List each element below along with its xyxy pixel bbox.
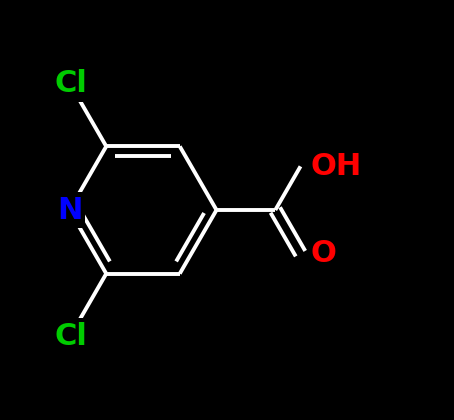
- Text: Cl: Cl: [54, 69, 87, 98]
- Text: OH: OH: [311, 152, 362, 181]
- Text: N: N: [57, 195, 82, 225]
- Text: O: O: [311, 239, 337, 268]
- Text: Cl: Cl: [54, 322, 87, 351]
